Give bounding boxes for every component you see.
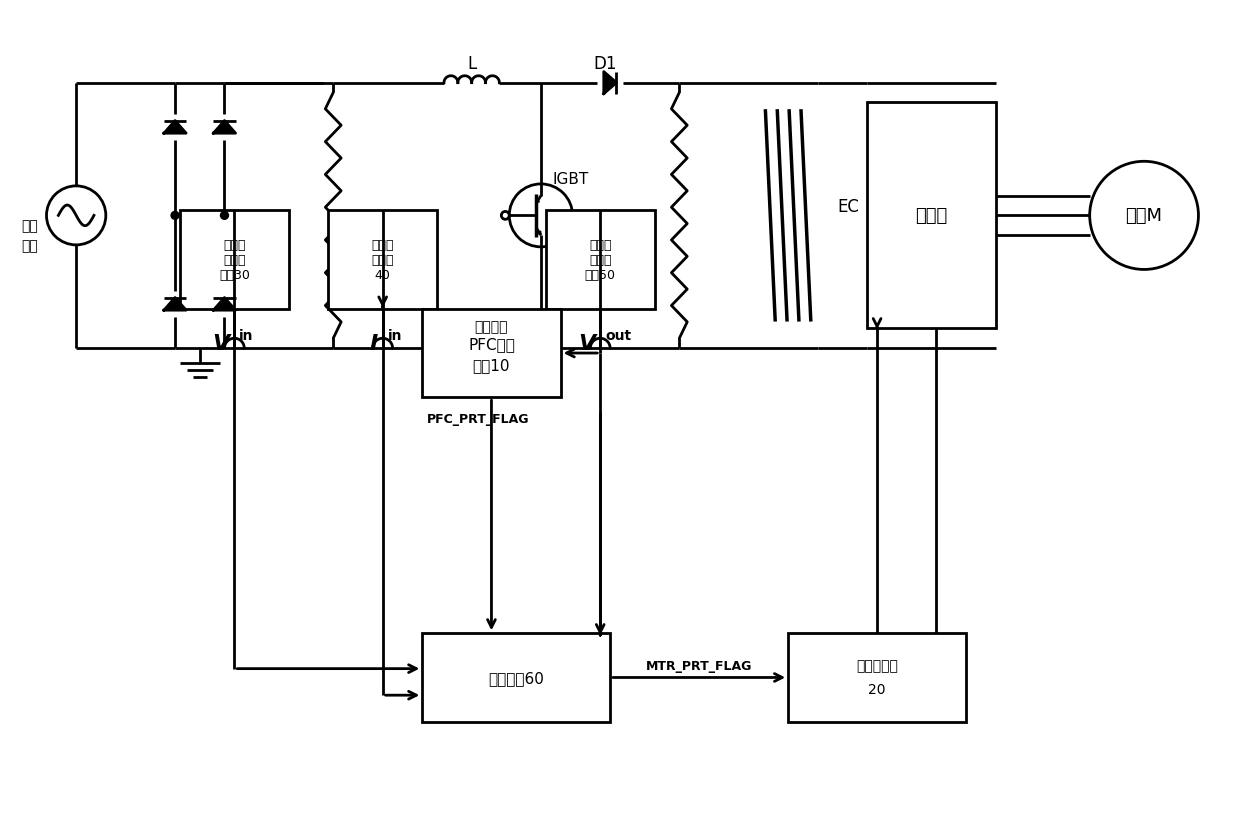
Text: IGBT: IGBT	[553, 171, 589, 186]
Text: 第一电: 第一电	[223, 239, 246, 252]
Text: 电机M: 电机M	[1126, 207, 1163, 225]
Bar	[329, 211, 436, 309]
Bar	[423, 309, 560, 398]
Circle shape	[510, 184, 573, 247]
Text: 压检测: 压检测	[223, 254, 246, 267]
Bar	[789, 633, 966, 722]
Text: EC: EC	[837, 198, 859, 215]
Bar	[546, 211, 655, 309]
Polygon shape	[164, 299, 186, 311]
Circle shape	[46, 187, 105, 246]
Text: MTR_PRT_FLAG: MTR_PRT_FLAG	[646, 659, 753, 672]
Text: D1: D1	[594, 55, 618, 73]
Text: 模坈50: 模坈50	[585, 269, 616, 281]
Text: V: V	[578, 334, 595, 354]
Polygon shape	[164, 122, 186, 134]
Text: 第二电: 第二电	[589, 239, 611, 252]
Text: L: L	[467, 55, 476, 73]
Text: 40: 40	[374, 269, 391, 281]
Circle shape	[171, 213, 179, 220]
Text: 交流: 交流	[22, 219, 38, 233]
Text: V: V	[212, 334, 229, 354]
Bar	[180, 211, 289, 309]
Text: 模坈10: 模坈10	[472, 358, 510, 373]
Text: 测模块: 测模块	[372, 254, 394, 267]
Text: in: in	[239, 329, 254, 343]
Text: 逆变器: 逆变器	[915, 207, 947, 225]
Circle shape	[501, 213, 510, 220]
Text: 电源: 电源	[22, 238, 38, 252]
Text: PFC控制: PFC控制	[467, 337, 515, 351]
Text: out: out	[605, 329, 631, 343]
Polygon shape	[537, 232, 541, 236]
Bar	[867, 103, 996, 329]
Text: PFC_PRT_FLAG: PFC_PRT_FLAG	[428, 413, 529, 426]
Circle shape	[221, 213, 228, 220]
Text: 模坈30: 模坈30	[219, 269, 249, 281]
Bar	[423, 633, 610, 722]
Text: 压检测: 压检测	[589, 254, 611, 267]
Polygon shape	[604, 73, 616, 94]
Polygon shape	[213, 122, 236, 134]
Text: in: in	[388, 329, 402, 343]
Text: 采样电阻: 采样电阻	[475, 320, 508, 334]
Text: I: I	[370, 334, 378, 354]
Text: 保护模坈60: 保护模坈60	[489, 670, 544, 685]
Text: 电机控制器: 电机控制器	[856, 659, 898, 673]
Text: 20: 20	[868, 682, 885, 696]
Text: 电流检: 电流检	[372, 239, 394, 252]
Polygon shape	[536, 200, 539, 204]
Circle shape	[1090, 162, 1198, 270]
Polygon shape	[213, 299, 236, 311]
